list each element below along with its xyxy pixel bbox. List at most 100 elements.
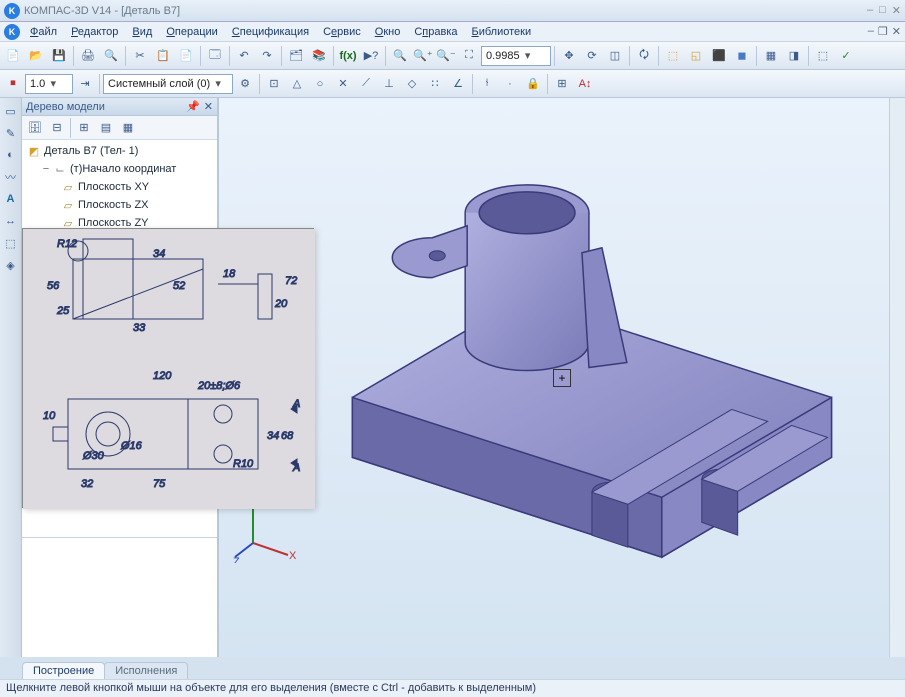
simplify-button[interactable]: ⬚ xyxy=(812,45,834,67)
cut-button[interactable]: ✂ xyxy=(129,45,151,67)
svg-text:75: 75 xyxy=(153,478,166,490)
round-button[interactable]: A↕ xyxy=(574,73,596,95)
rebuild-button[interactable]: ✓ xyxy=(835,45,857,67)
variables-button[interactable]: f(x) xyxy=(337,45,359,67)
layer-settings-button[interactable]: ⚙ xyxy=(234,73,256,95)
preview-button[interactable]: 🔍 xyxy=(100,45,122,67)
tree-plane-xy[interactable]: ▱ Плоскость XY xyxy=(22,178,217,196)
zoom-out-button[interactable]: 🔍⁻ xyxy=(435,45,457,67)
menu-editor[interactable]: Редактор xyxy=(65,24,124,40)
tab-variants[interactable]: Исполнения xyxy=(104,662,188,679)
wireframe-button[interactable]: ⬚ xyxy=(662,45,684,67)
snap-end-button[interactable]: ⊡ xyxy=(263,73,285,95)
menu-view[interactable]: Вид xyxy=(126,24,158,40)
maximize-icon[interactable]: □ xyxy=(879,4,886,17)
snap-grid-button[interactable]: ∷ xyxy=(424,73,446,95)
menu-service[interactable]: Сервис xyxy=(317,24,367,40)
open-button[interactable]: 📂 xyxy=(25,45,47,67)
scale-combo[interactable]: 1.0 ▾ xyxy=(25,74,73,94)
layer-combo[interactable]: Системный слой (0) ▾ xyxy=(103,74,233,94)
snap-point-button[interactable]: · xyxy=(499,73,521,95)
rotate-button[interactable]: ⟳ xyxy=(581,45,603,67)
doc-icon: K xyxy=(4,24,20,40)
snap-normal-button[interactable]: ⊥ xyxy=(378,73,400,95)
save-button[interactable]: 💾 xyxy=(48,45,70,67)
zoom-fit-button[interactable]: ⛶ xyxy=(458,45,480,67)
menu-file[interactable]: Файл xyxy=(24,24,63,40)
panel-close-icon[interactable]: ✕ xyxy=(204,100,213,113)
properties-button[interactable]: 🗔 xyxy=(204,45,226,67)
print-button[interactable]: 🖨 xyxy=(77,45,99,67)
mdi-minimize-icon[interactable]: – xyxy=(868,25,874,38)
step-button[interactable]: ⇥ xyxy=(74,73,96,95)
tree-origin-label: (т)Начало координат xyxy=(70,163,176,175)
minimize-icon[interactable]: – xyxy=(867,4,873,17)
tree-filter-button[interactable]: ▤ xyxy=(95,117,117,139)
pan-button[interactable]: ✥ xyxy=(558,45,580,67)
menu-window[interactable]: Окно xyxy=(369,24,407,40)
rail-curve-icon[interactable]: 〰 xyxy=(2,168,20,186)
statusbar: Щелкните левой кнопкой мыши на объекте д… xyxy=(0,679,905,697)
zoom-in-button[interactable]: 🔍⁺ xyxy=(412,45,434,67)
help-button[interactable]: ▶? xyxy=(360,45,382,67)
menu-help[interactable]: Справка xyxy=(408,24,463,40)
libraries-button[interactable]: 📚 xyxy=(308,45,330,67)
mdi-close-icon[interactable]: ✕ xyxy=(892,25,901,38)
copy-button[interactable]: 📋 xyxy=(152,45,174,67)
tree-expand-button[interactable]: ⊞ xyxy=(73,117,95,139)
snap-center-button[interactable]: ○ xyxy=(309,73,331,95)
collapse-icon[interactable]: − xyxy=(40,163,52,175)
tree-plane-zx[interactable]: ▱ Плоскость ZX xyxy=(22,196,217,214)
close-icon[interactable]: ✕ xyxy=(892,4,901,17)
snap-align-button[interactable]: ⫮ xyxy=(476,73,498,95)
perspective-button[interactable]: ▦ xyxy=(760,45,782,67)
zoom-value: 0.9985 xyxy=(486,50,520,62)
snap-tangent-button[interactable]: ⟋ xyxy=(355,73,377,95)
snap-nearest-button[interactable]: ◇ xyxy=(401,73,423,95)
pin-icon[interactable]: 📌 xyxy=(186,100,200,113)
hidden-button[interactable]: ◱ xyxy=(685,45,707,67)
menu-libraries[interactable]: Библиотеки xyxy=(466,24,538,40)
tree-props-button[interactable]: ▦ xyxy=(117,117,139,139)
shaded-edges-button[interactable]: ◼ xyxy=(731,45,753,67)
tree-origin[interactable]: − ⌙ (т)Начало координат xyxy=(22,160,217,178)
rail-edit-icon[interactable]: ▭ xyxy=(2,102,20,120)
tab-build[interactable]: Построение xyxy=(22,662,105,679)
mdi-restore-icon[interactable]: ❐ xyxy=(878,25,888,38)
rail-aux-icon[interactable]: ⬚ xyxy=(2,234,20,252)
snap-intersect-button[interactable]: ✕ xyxy=(332,73,354,95)
viewport-scrollbar[interactable] xyxy=(889,98,905,657)
stop-button[interactable]: ⏹ xyxy=(2,73,24,95)
tree-mode2-button[interactable]: ⊟ xyxy=(46,117,68,139)
menubar: K Файл Редактор Вид Операции Спецификаци… xyxy=(0,22,905,42)
zoom-combo[interactable]: 0.9985 ▾ xyxy=(481,46,551,66)
ortho-button[interactable]: ⊞ xyxy=(551,73,573,95)
snap-mid-button[interactable]: △ xyxy=(286,73,308,95)
tree-mode1-button[interactable]: 🗄 xyxy=(24,117,46,139)
3d-viewport[interactable]: + Y X Z xyxy=(218,98,905,657)
zoom-window-button[interactable]: 🔍 xyxy=(389,45,411,67)
manager-button[interactable]: 🗂 xyxy=(285,45,307,67)
orient-button[interactable]: ◫ xyxy=(604,45,626,67)
section-button[interactable]: ◨ xyxy=(783,45,805,67)
snap-angle-button[interactable]: ∠ xyxy=(447,73,469,95)
axis-icon: ⌙ xyxy=(52,162,68,176)
snap-lock-button[interactable]: 🔒 xyxy=(522,73,544,95)
tree-plane-xy-label: Плоскость XY xyxy=(78,181,149,193)
rail-text-icon[interactable]: A xyxy=(2,190,20,208)
new-button[interactable]: 📄 xyxy=(2,45,24,67)
refresh-button[interactable]: 🗘 xyxy=(633,45,655,67)
rail-surface-icon[interactable]: ◐ xyxy=(2,146,20,164)
menu-spec[interactable]: Спецификация xyxy=(226,24,315,40)
plane-icon: ▱ xyxy=(60,180,76,194)
tree-root[interactable]: ◩ Деталь В7 (Тел- 1) xyxy=(22,142,217,160)
rail-spatial-icon[interactable]: ◈ xyxy=(2,256,20,274)
redo-button[interactable]: ↷ xyxy=(256,45,278,67)
undo-button[interactable]: ↶ xyxy=(233,45,255,67)
paste-button[interactable]: 📄 xyxy=(175,45,197,67)
rail-sketch-icon[interactable]: ✎ xyxy=(2,124,20,142)
scale-value: 1.0 xyxy=(30,78,45,90)
rail-dim-icon[interactable]: ↔ xyxy=(2,212,20,230)
shaded-button[interactable]: ⬛ xyxy=(708,45,730,67)
menu-operations[interactable]: Операции xyxy=(160,24,223,40)
